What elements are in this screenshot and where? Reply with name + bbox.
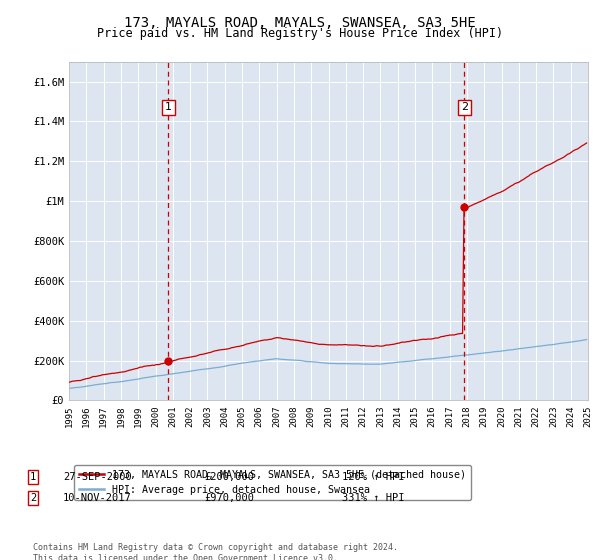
Text: Price paid vs. HM Land Registry's House Price Index (HPI): Price paid vs. HM Land Registry's House …: [97, 27, 503, 40]
Text: 1: 1: [165, 102, 172, 113]
Legend: 173, MAYALS ROAD, MAYALS, SWANSEA, SA3 5HE (detached house), HPI: Average price,: 173, MAYALS ROAD, MAYALS, SWANSEA, SA3 5…: [74, 465, 471, 500]
Text: 1: 1: [30, 472, 36, 482]
Text: £970,000: £970,000: [204, 493, 254, 503]
Text: 331% ↑ HPI: 331% ↑ HPI: [342, 493, 404, 503]
Text: £200,000: £200,000: [204, 472, 254, 482]
Text: 27-SEP-2000: 27-SEP-2000: [63, 472, 132, 482]
Text: 120% ↑ HPI: 120% ↑ HPI: [342, 472, 404, 482]
Text: 173, MAYALS ROAD, MAYALS, SWANSEA, SA3 5HE: 173, MAYALS ROAD, MAYALS, SWANSEA, SA3 5…: [124, 16, 476, 30]
Text: 2: 2: [30, 493, 36, 503]
Text: 10-NOV-2017: 10-NOV-2017: [63, 493, 132, 503]
Text: 2: 2: [461, 102, 468, 113]
Text: Contains HM Land Registry data © Crown copyright and database right 2024.
This d: Contains HM Land Registry data © Crown c…: [33, 543, 398, 560]
